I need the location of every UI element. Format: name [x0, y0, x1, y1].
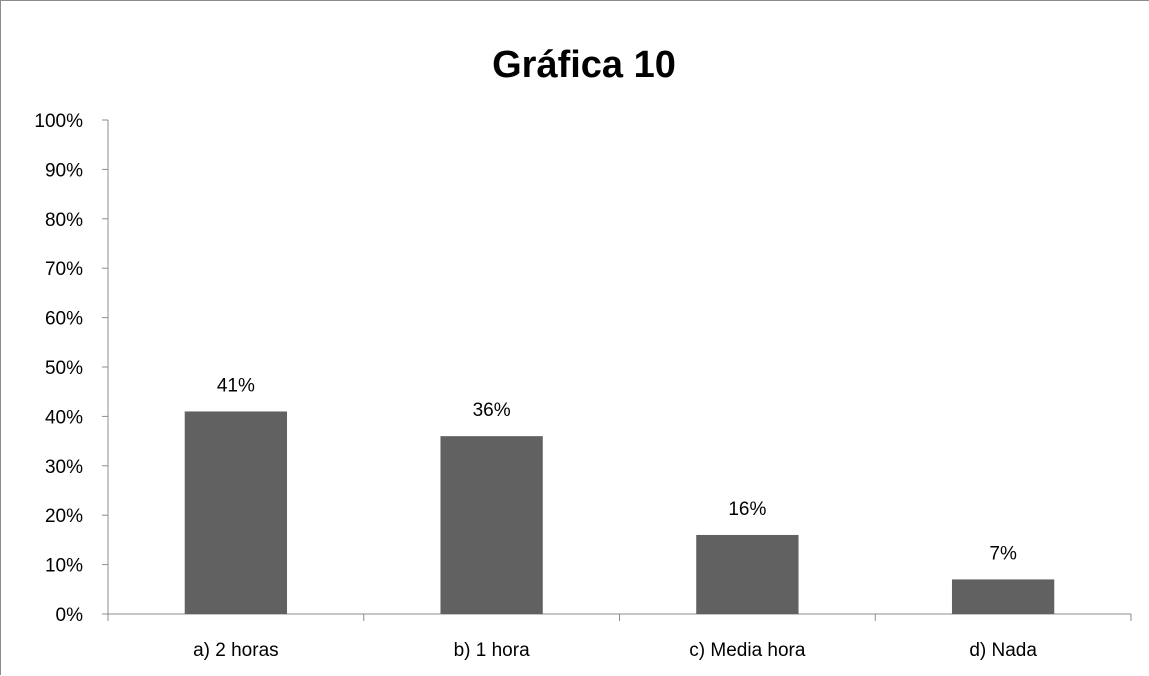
y-tick-label: 100%: [34, 111, 83, 132]
x-tick-label: d) Nada: [969, 640, 1037, 661]
bar: [184, 411, 288, 614]
y-tick-label: 70%: [45, 259, 83, 280]
y-tick-label: 20%: [45, 506, 83, 527]
bar: [440, 436, 543, 614]
y-tick-label: 0%: [56, 605, 84, 626]
y-tick-label: 50%: [45, 358, 83, 379]
y-axis: 0% 10% 20% 30% 40% 50% 60% 70% 80% 90% 100%: [34, 111, 109, 626]
y-tick-label: 90%: [45, 160, 83, 181]
data-labels: 41% 36% 16% 7%: [217, 375, 1017, 564]
x-tick-label: a) 2 horas: [193, 640, 279, 661]
chart-title: Gráfica 10: [492, 44, 676, 86]
x-tick-label: b) 1 hora: [454, 640, 530, 661]
bar: [951, 579, 1055, 614]
data-label: 16%: [728, 499, 766, 520]
y-tick-label: 10%: [45, 556, 83, 577]
y-tick-label: 60%: [45, 309, 83, 330]
y-tick-label: 80%: [45, 210, 83, 231]
bar: [696, 534, 799, 614]
data-label: 41%: [217, 375, 255, 396]
y-tick-label: 30%: [45, 457, 83, 478]
x-axis: a) 2 horas b) 1 hora c) Media hora d) Nada: [107, 613, 1132, 661]
y-tick-label: 40%: [45, 407, 83, 428]
data-label: 7%: [989, 543, 1017, 564]
data-label: 36%: [473, 400, 511, 421]
bars: [184, 411, 1055, 614]
x-tick-label: c) Media hora: [689, 640, 806, 661]
